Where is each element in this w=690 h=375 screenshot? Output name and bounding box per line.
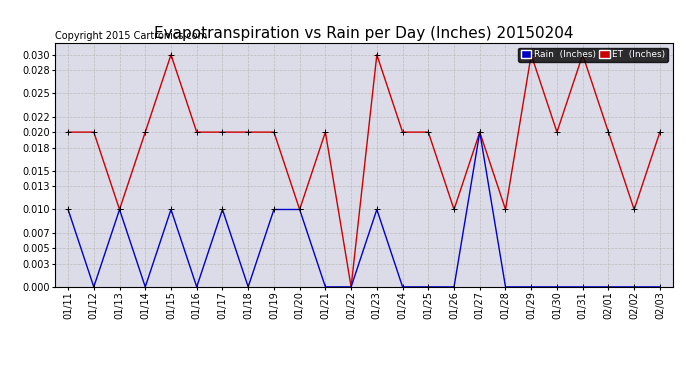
Legend: Rain  (Inches), ET  (Inches): Rain (Inches), ET (Inches) — [518, 48, 668, 62]
Title: Evapotranspiration vs Rain per Day (Inches) 20150204: Evapotranspiration vs Rain per Day (Inch… — [155, 26, 573, 40]
Text: Copyright 2015 Cartronics.com: Copyright 2015 Cartronics.com — [55, 31, 207, 41]
